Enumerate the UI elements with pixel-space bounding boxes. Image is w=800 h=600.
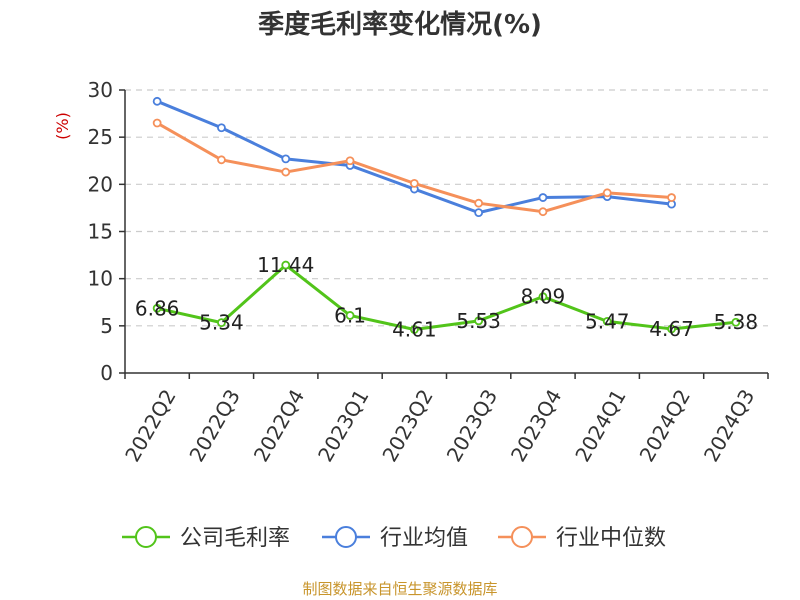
data-point: [217, 318, 226, 328]
data-point: [152, 118, 162, 128]
x-tick-label: 2024Q2: [635, 385, 695, 466]
data-point: [281, 154, 291, 164]
data-point: [152, 96, 162, 106]
legend-swatch-marker: [335, 526, 357, 548]
legend-swatch-marker: [511, 526, 533, 548]
series-lines: [152, 96, 741, 334]
data-point: [152, 303, 162, 313]
data-point: [217, 123, 226, 133]
chart-title: 季度毛利率变化情况(%): [258, 10, 542, 40]
data-point: [474, 198, 484, 208]
y-tick-label: 10: [88, 267, 113, 291]
data-point: [538, 207, 548, 217]
x-tick-label: 2022Q2: [120, 385, 180, 466]
series-line: [156, 121, 672, 214]
x-tick-label: 2024Q1: [570, 385, 630, 466]
y-tick-label: 30: [88, 78, 113, 102]
data-label: 4.67: [649, 317, 694, 341]
data-label: 6.1: [334, 303, 366, 327]
data-point: [602, 316, 612, 326]
x-tick-label: 2022Q3: [184, 385, 244, 466]
data-point: [409, 325, 419, 334]
data-label: 4.61: [392, 318, 437, 342]
legend-label: 行业均值: [380, 526, 468, 551]
data-label: 8.09: [521, 285, 566, 309]
data-label: 5.47: [585, 309, 630, 333]
data-point: [538, 292, 548, 302]
y-tick-label: 20: [88, 172, 113, 196]
data-point: [667, 193, 676, 202]
data-label: 11.44: [257, 253, 314, 277]
data-label: 5.38: [714, 310, 759, 334]
source-note: 制图数据来自恒生聚源数据库: [302, 580, 498, 598]
data-label: 5.53: [456, 309, 501, 333]
data-point: [281, 167, 291, 177]
data-labels: 6.86 5.34 11.44 6.1 4.61 5.53 8.09 5.47 4.67 5.38: [135, 253, 758, 341]
data-point: [667, 324, 676, 334]
x-tick-label: 2023Q3: [442, 385, 502, 466]
data-point: [731, 317, 741, 327]
y-tick-label: 25: [88, 125, 113, 149]
data-label: 5.34: [199, 311, 244, 335]
data-point: [345, 311, 355, 320]
x-tick-label: 2023Q4: [506, 385, 566, 466]
data-point: [538, 193, 548, 202]
x-tick-label: 2023Q2: [377, 385, 437, 466]
data-point: [281, 260, 291, 270]
legend-label: 公司毛利率: [180, 526, 290, 551]
legend-label: 行业中位数: [556, 526, 666, 551]
series-line: [156, 263, 737, 332]
x-tick-label: 2024Q3: [699, 385, 759, 466]
legend: 公司毛利率 行业均值 行业中位数: [122, 526, 666, 551]
data-label: 6.86: [135, 296, 180, 320]
y-tick-label: 15: [88, 220, 113, 244]
data-point: [602, 188, 612, 198]
y-tick-label: 5: [100, 314, 113, 338]
data-point: [409, 178, 419, 188]
data-point: [474, 316, 484, 326]
data-point: [345, 156, 355, 166]
legend-swatch-marker: [135, 526, 157, 548]
y-axis-label: (%): [53, 112, 72, 140]
data-point: [217, 155, 226, 165]
data-point: [474, 208, 484, 218]
x-tick-label: 2023Q1: [313, 385, 373, 466]
x-tick-label: 2022Q4: [249, 385, 309, 466]
y-tick-label: 0: [100, 361, 113, 385]
